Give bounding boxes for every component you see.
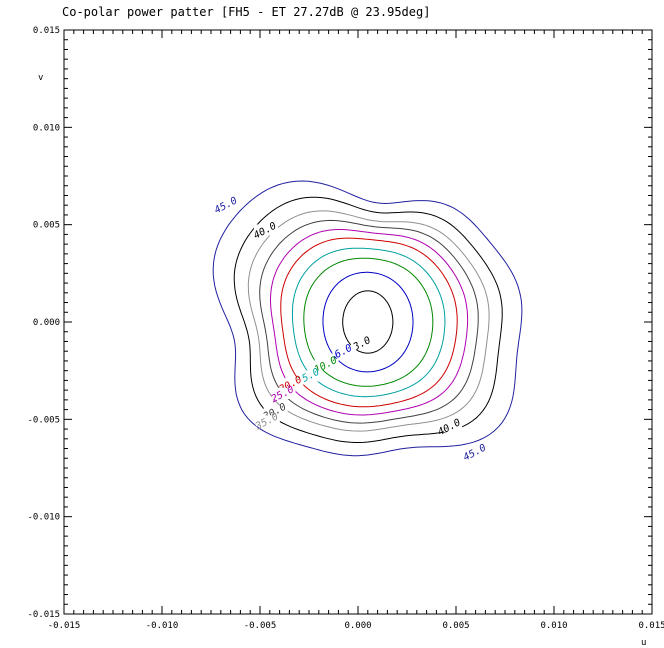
- y-tick-label: 0.010: [33, 123, 60, 133]
- contour-lines: [212, 180, 523, 457]
- y-tick-label: -0.015: [27, 610, 60, 620]
- contour-label-bg: [463, 446, 488, 458]
- contour-label: 40.0: [436, 417, 462, 438]
- contour-line: [233, 196, 503, 443]
- contour-label: 45.0: [213, 195, 239, 216]
- chart-title: Co-polar power patter [FH5 - ET 27.27dB …: [62, 5, 430, 19]
- contour-line: [247, 210, 490, 432]
- x-tick-label: -0.005: [244, 621, 277, 631]
- x-tick-label: -0.010: [146, 621, 179, 631]
- contour-line: [342, 290, 394, 354]
- contour-label-bg: [332, 345, 357, 357]
- contour-line: [291, 247, 446, 398]
- contour-label-bg: [279, 378, 304, 390]
- contour-line: [270, 229, 469, 416]
- contour-label-bg: [350, 337, 375, 349]
- contour-labels: 3.06.010.015.020.025.030.035.040.040.045…: [213, 195, 488, 463]
- contour-line: [322, 271, 414, 373]
- x-tick-label: 0.000: [344, 621, 371, 631]
- x-axis-label: u: [641, 638, 646, 648]
- y-tick-label: 0.000: [33, 318, 60, 328]
- plot-frame: [63, 29, 653, 615]
- x-tick-label: -0.015: [48, 621, 81, 631]
- x-tick-label: 0.015: [638, 621, 664, 631]
- contour-line: [212, 180, 523, 457]
- contour-label-bg: [297, 370, 321, 382]
- y-tick-labels: 0.015 0.010 0.005 0.000 -0.005 -0.010 -0.015: [27, 26, 60, 620]
- y-tick-label: 0.015: [33, 26, 60, 36]
- contour-label-bg: [271, 387, 296, 399]
- contour-label-bg: [253, 224, 278, 236]
- contour-line: [280, 237, 458, 408]
- contour-label: 45.0: [462, 443, 488, 464]
- contour-label-bg: [438, 421, 463, 433]
- contour-label: 40.0: [252, 221, 278, 242]
- contour-label-bg: [214, 199, 239, 211]
- contour-line: [303, 257, 434, 387]
- contour-line: [259, 219, 479, 424]
- contour-label-bg: [255, 415, 280, 427]
- x-tick-label: 0.005: [442, 621, 469, 631]
- tick-marks: [63, 29, 653, 615]
- y-axis-label: v: [38, 73, 43, 83]
- contour-label-bg: [314, 358, 339, 370]
- y-tick-label: -0.005: [27, 415, 60, 425]
- x-tick-label: 0.010: [540, 621, 567, 631]
- contour-label-bg: [263, 405, 288, 417]
- y-tick-label: 0.005: [33, 221, 60, 231]
- y-tick-label: -0.010: [27, 513, 60, 523]
- x-tick-labels: -0.015 -0.010 -0.005 0.000 0.005 0.010 0.015: [48, 621, 664, 631]
